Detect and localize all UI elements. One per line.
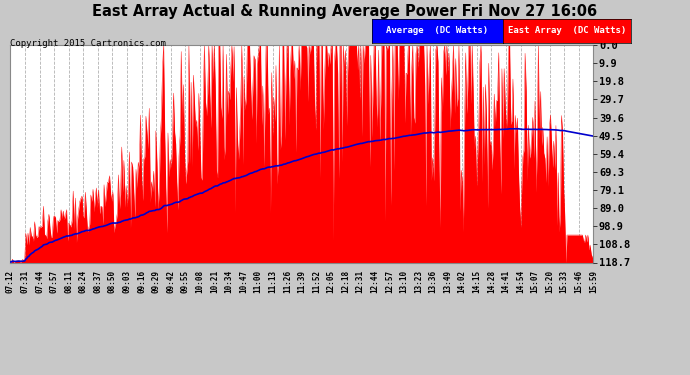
Text: 12:44: 12:44 xyxy=(371,270,380,293)
Text: 09:42: 09:42 xyxy=(166,270,175,293)
Text: 11:26: 11:26 xyxy=(283,270,292,293)
Text: Average  (DC Watts): Average (DC Watts) xyxy=(386,26,489,36)
Text: 11:00: 11:00 xyxy=(254,270,263,293)
Text: 15:20: 15:20 xyxy=(545,270,554,293)
Text: 08:37: 08:37 xyxy=(93,270,102,293)
Text: 13:23: 13:23 xyxy=(414,270,423,293)
Text: 09:55: 09:55 xyxy=(181,270,190,293)
Text: 12:31: 12:31 xyxy=(355,270,365,293)
Text: 14:02: 14:02 xyxy=(457,270,466,293)
Text: 12:18: 12:18 xyxy=(341,270,350,293)
Text: 15:59: 15:59 xyxy=(589,270,598,293)
Text: Copyright 2015 Cartronics.com: Copyright 2015 Cartronics.com xyxy=(10,39,166,48)
Text: 07:44: 07:44 xyxy=(35,270,44,293)
Text: 12:05: 12:05 xyxy=(326,270,335,293)
Text: 09:29: 09:29 xyxy=(152,270,161,293)
Text: 07:57: 07:57 xyxy=(50,270,59,293)
Text: 13:36: 13:36 xyxy=(428,270,437,293)
Text: 10:08: 10:08 xyxy=(195,270,204,293)
Text: 09:03: 09:03 xyxy=(122,270,132,293)
Text: 13:10: 13:10 xyxy=(400,270,408,293)
Text: 09:16: 09:16 xyxy=(137,270,146,293)
Text: 08:24: 08:24 xyxy=(79,270,88,293)
Text: 11:39: 11:39 xyxy=(297,270,306,293)
Text: 11:13: 11:13 xyxy=(268,270,277,293)
Text: 08:11: 08:11 xyxy=(64,270,73,293)
Text: 15:33: 15:33 xyxy=(560,270,569,293)
Text: 10:47: 10:47 xyxy=(239,270,248,293)
Text: 11:52: 11:52 xyxy=(312,270,321,293)
Text: East Array  (DC Watts): East Array (DC Watts) xyxy=(508,26,626,36)
Text: 10:21: 10:21 xyxy=(210,270,219,293)
Text: 14:54: 14:54 xyxy=(516,270,525,293)
Text: 15:46: 15:46 xyxy=(574,270,583,293)
Text: 10:34: 10:34 xyxy=(224,270,233,293)
Text: 14:28: 14:28 xyxy=(487,270,496,293)
Text: East Array Actual & Running Average Power Fri Nov 27 16:06: East Array Actual & Running Average Powe… xyxy=(92,4,598,19)
Text: 14:15: 14:15 xyxy=(472,270,482,293)
Text: 08:50: 08:50 xyxy=(108,270,117,293)
Text: 12:57: 12:57 xyxy=(385,270,394,293)
Text: 14:41: 14:41 xyxy=(502,270,511,293)
Text: 15:07: 15:07 xyxy=(531,270,540,293)
Text: 07:31: 07:31 xyxy=(21,270,30,293)
Text: 13:49: 13:49 xyxy=(443,270,452,293)
Text: 07:12: 07:12 xyxy=(6,270,15,293)
